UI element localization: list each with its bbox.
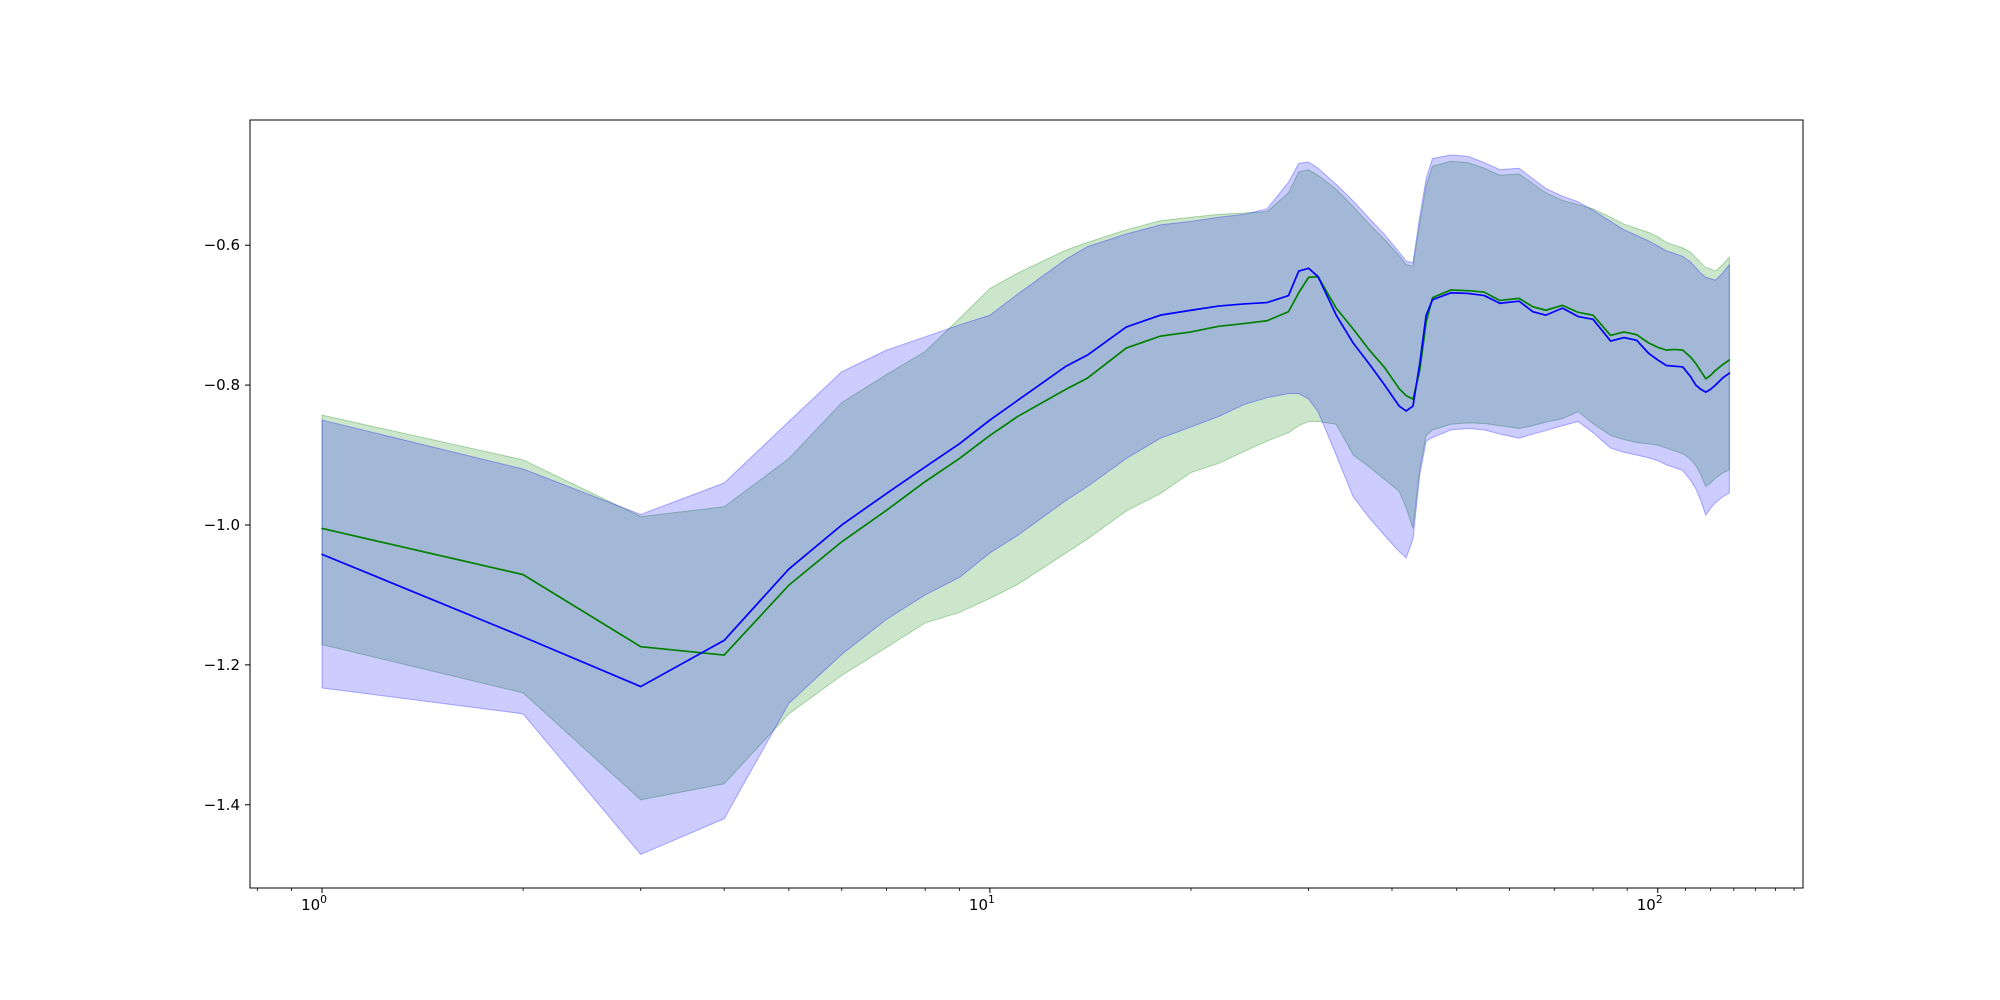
green-series-line	[321, 275, 1731, 656]
axes-spines	[249, 119, 1804, 889]
y-tick-label: −1.4	[204, 796, 240, 814]
green-series-band	[321, 160, 1730, 801]
y-tick-label: −0.6	[204, 236, 240, 254]
x-tick-label: 102	[1637, 893, 1663, 914]
y-tick-label: −1.2	[204, 656, 240, 674]
y-tick-label: −0.8	[204, 376, 240, 394]
blue-series-line	[321, 267, 1731, 688]
y-tick-label: −1.0	[204, 516, 240, 534]
x-tick-label: 101	[969, 893, 995, 914]
x-tick-label: 100	[301, 893, 327, 914]
blue-series-band	[321, 154, 1730, 856]
